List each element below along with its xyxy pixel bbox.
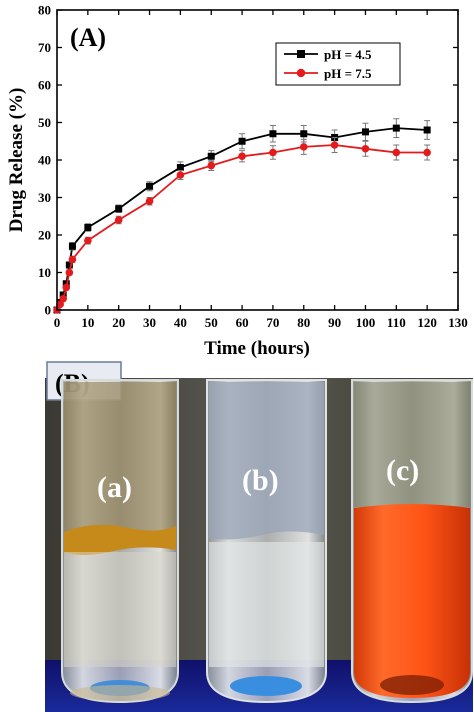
y-tick-label: 50 — [38, 115, 51, 130]
legend-label-ph45: pH = 4.5 — [324, 47, 372, 62]
y-axis-title: Drug Release (%) — [6, 88, 27, 233]
data-point — [330, 141, 339, 149]
legend-label-ph75: pH = 7.5 — [324, 66, 372, 81]
panel-a-label: (A) — [70, 23, 106, 52]
tube-a: (a) — [61, 379, 179, 704]
data-point — [300, 130, 308, 138]
y-tick-label: 0 — [45, 303, 52, 318]
x-tick-label: 50 — [205, 315, 218, 330]
x-axis-ticks: 0 10 20 30 40 50 60 70 80 90 100 110 120 130 — [54, 10, 468, 330]
data-point — [207, 152, 215, 160]
tube-label-b: (b) — [242, 464, 279, 497]
x-tick-label: 30 — [143, 315, 156, 330]
data-point — [423, 148, 431, 157]
x-tick-label: 40 — [174, 315, 187, 330]
x-tick-label: 110 — [387, 315, 406, 330]
data-point — [62, 283, 71, 292]
data-point — [299, 143, 308, 151]
data-point — [68, 255, 77, 264]
x-tick-label: 70 — [266, 315, 279, 330]
y-tick-label: 20 — [38, 228, 51, 243]
data-point — [145, 197, 154, 206]
data-point — [176, 171, 185, 179]
data-point — [392, 148, 401, 157]
x-tick-label: 10 — [81, 315, 94, 330]
y-tick-label: 10 — [38, 265, 51, 280]
y-tick-label: 40 — [38, 153, 51, 168]
legend-box — [275, 42, 401, 86]
x-tick-label: 90 — [328, 315, 341, 330]
data-point — [84, 236, 92, 245]
data-point — [392, 124, 400, 132]
y-tick-label: 80 — [38, 3, 51, 18]
x-tick-label: 100 — [356, 315, 376, 330]
y-tick-label: 60 — [38, 78, 51, 93]
data-point — [84, 224, 92, 231]
tube-b: (b) — [206, 379, 327, 704]
y-axis-ticks: 0 10 20 30 40 50 60 70 80 — [38, 3, 458, 318]
data-point — [56, 300, 64, 309]
tube-c: (c) — [351, 379, 473, 704]
data-point — [115, 205, 123, 213]
x-tick-label: 60 — [236, 315, 249, 330]
data-point — [65, 261, 73, 269]
y-tick-label: 70 — [38, 40, 51, 55]
data-point — [59, 294, 67, 303]
data-point — [65, 268, 74, 277]
data-point — [114, 216, 123, 224]
x-tick-label: 20 — [112, 315, 125, 330]
data-point — [269, 148, 277, 157]
legend-marker-ph75 — [296, 68, 306, 78]
data-point — [176, 164, 184, 171]
x-tick-label: 130 — [448, 315, 468, 330]
data-point — [68, 242, 76, 250]
tube-label-c: (c) — [386, 454, 419, 487]
data-point — [269, 130, 277, 138]
x-tick-label: 120 — [417, 315, 437, 330]
plot-frame — [56, 9, 459, 311]
drug-release-chart: 0 10 20 30 40 50 60 70 80 0 10 20 30 40 50 60 70 80 90 100… — [6, 2, 468, 359]
data-point — [423, 126, 431, 134]
tube-label-a: (a) — [97, 471, 132, 504]
x-tick-label: 0 — [54, 315, 61, 330]
legend-marker-ph45 — [297, 50, 305, 58]
x-axis-title: Time (hours) — [204, 338, 310, 359]
y-tick-label: 30 — [38, 190, 51, 205]
x-tick-label: 80 — [297, 315, 310, 330]
legend: pH = 4.5 pH = 7.5 — [275, 42, 401, 86]
test-tube-photo: (B) (a) (b) (c) — [0, 360, 474, 712]
data-point — [146, 182, 154, 190]
data-point — [207, 161, 216, 170]
data-point — [238, 137, 246, 145]
data-point — [361, 128, 369, 136]
data-point — [238, 152, 246, 161]
data-point — [361, 144, 370, 153]
